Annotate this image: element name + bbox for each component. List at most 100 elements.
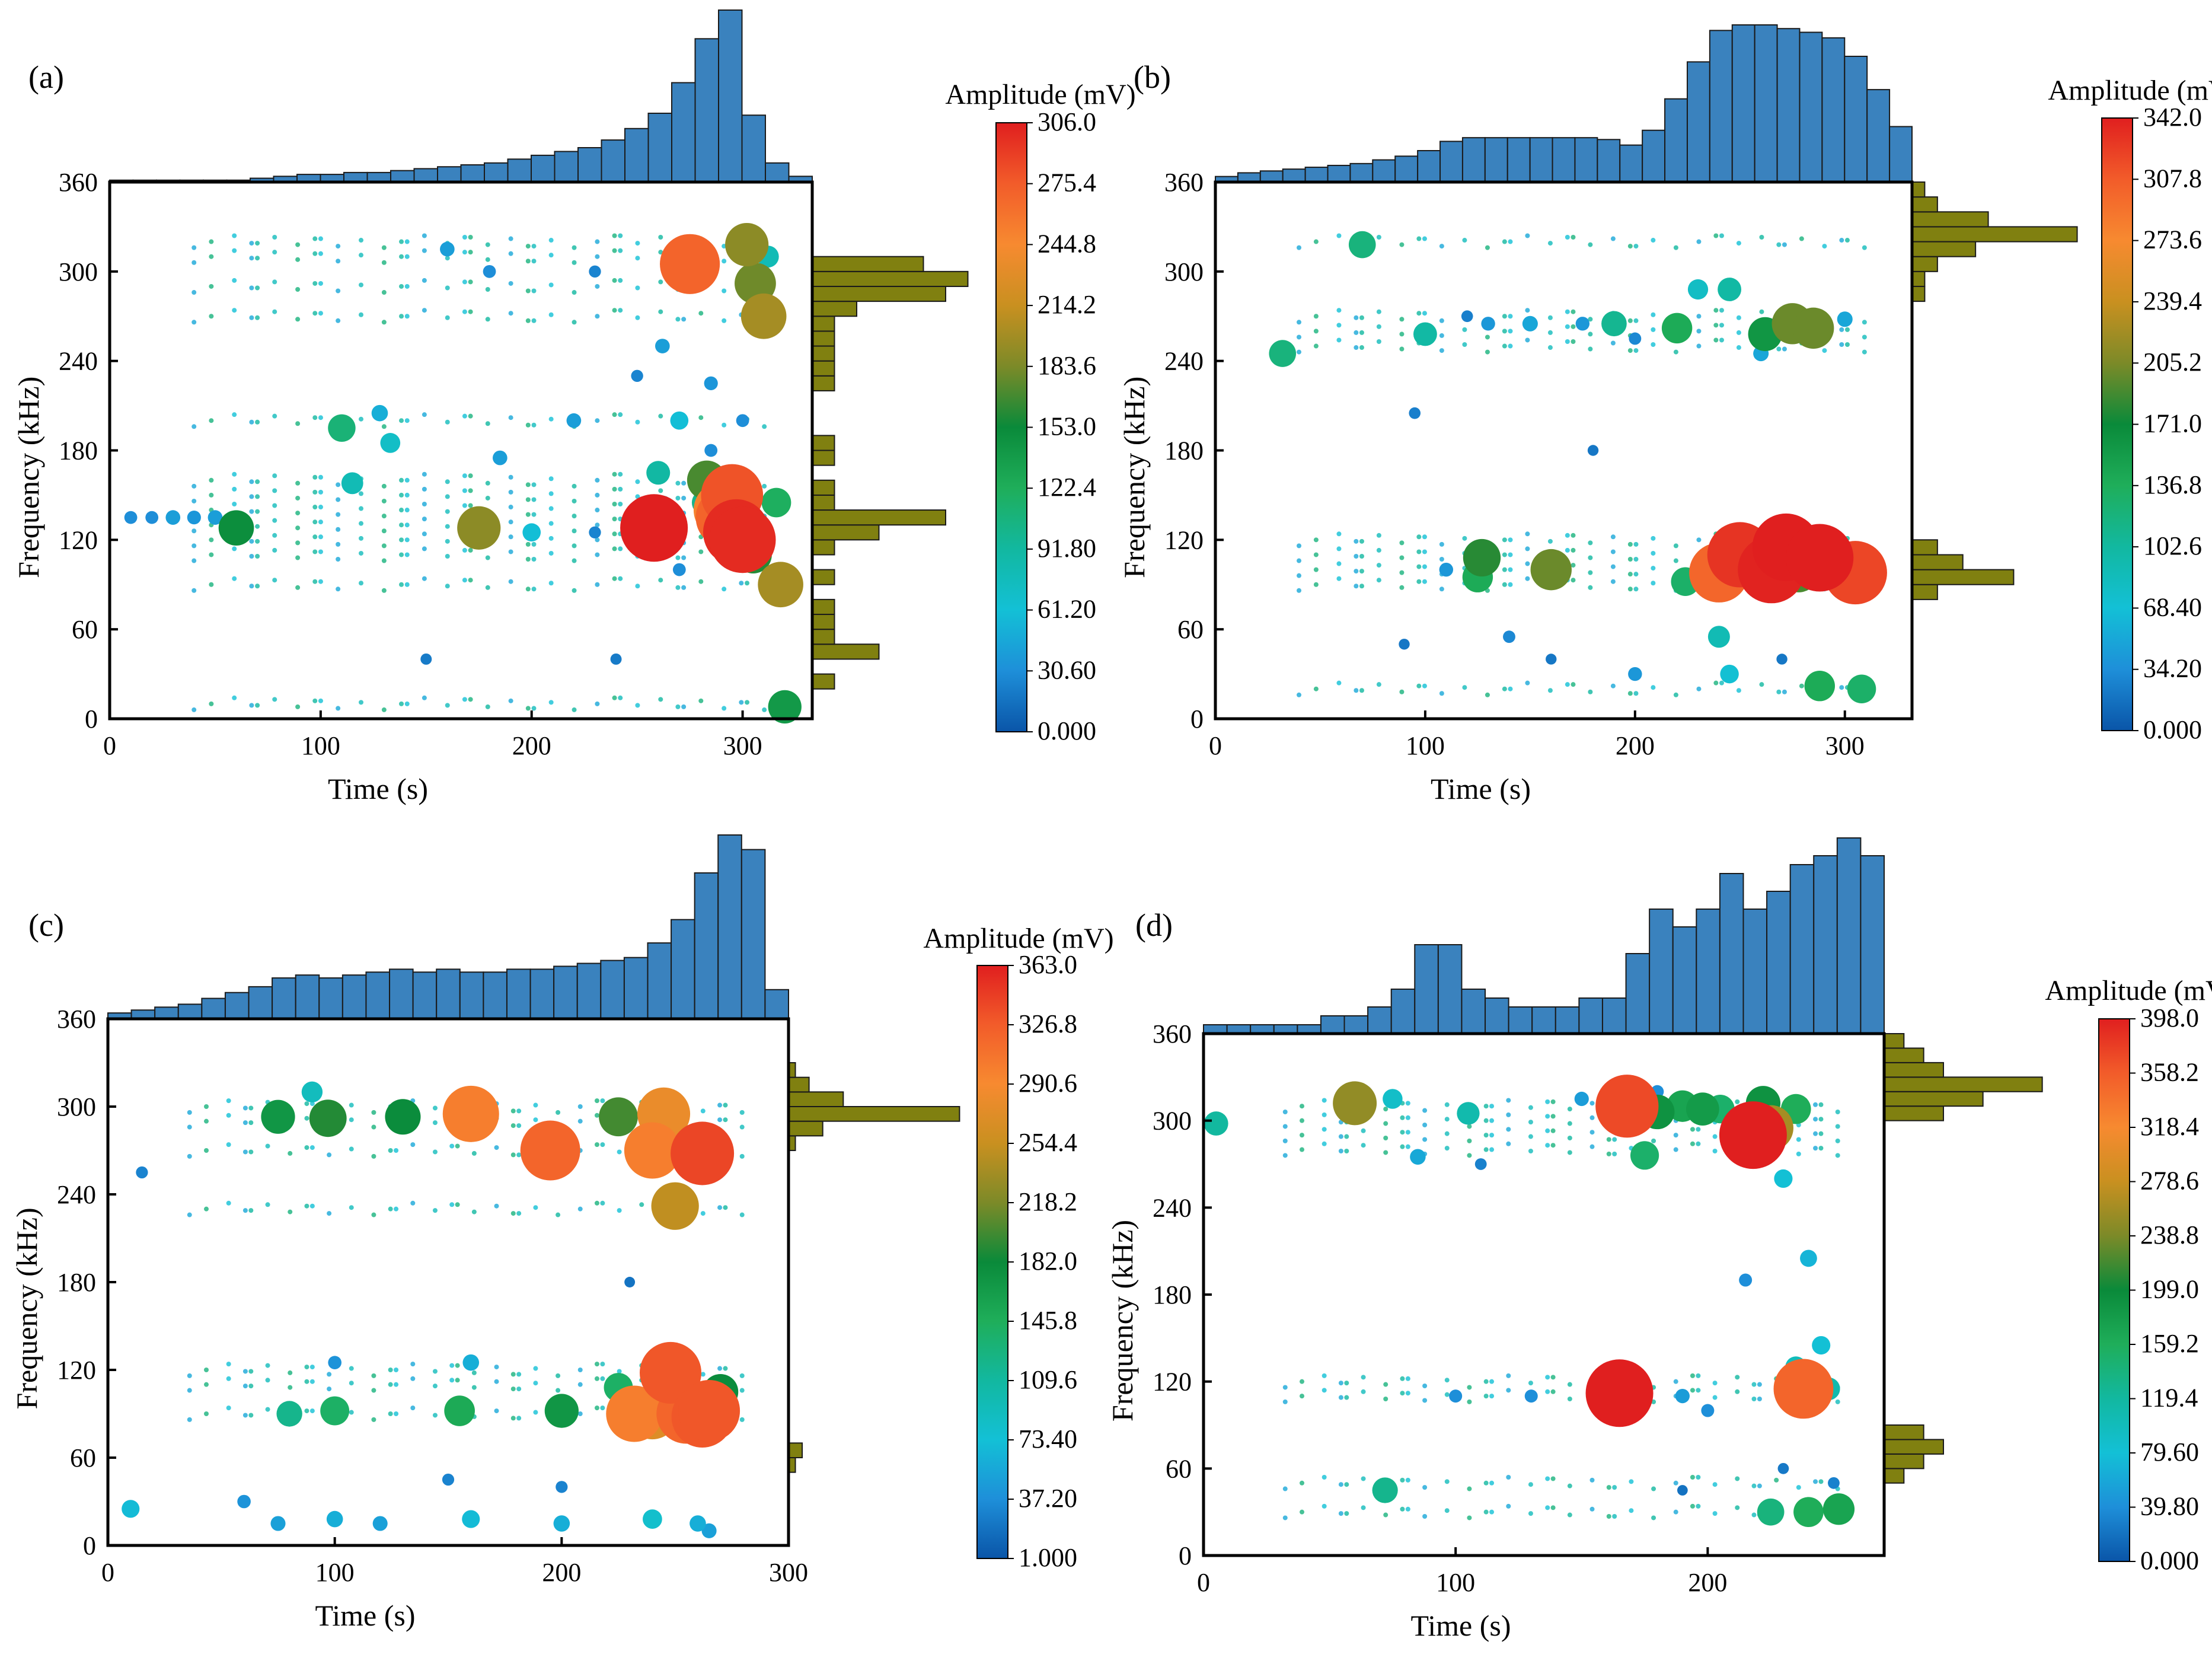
histogram-top-bar — [1731, 24, 1755, 183]
minor-hit-point — [525, 497, 531, 502]
minor-hit-point — [1376, 547, 1381, 553]
minor-hit-point — [485, 555, 490, 560]
scatter-point — [371, 404, 388, 422]
histogram-top-bar — [1742, 909, 1768, 1034]
scatter-point — [309, 1099, 347, 1137]
colorbar-tick-label: 109.6 — [1019, 1365, 1077, 1394]
minor-hit-point — [1651, 581, 1656, 586]
histogram-top-bar — [531, 154, 556, 183]
minor-hit-point — [455, 1143, 460, 1149]
colorbar-tick-label: 91.80 — [1038, 534, 1096, 563]
minor-hit-point — [1550, 1375, 1556, 1380]
minor-hit-point — [1422, 683, 1427, 689]
minor-hit-point — [1354, 315, 1359, 320]
minor-hit-point — [1713, 680, 1719, 686]
scatter-point — [1720, 664, 1739, 684]
minor-hit-point — [717, 1102, 723, 1108]
minor-hit-point — [1712, 1149, 1718, 1153]
minor-hit-point — [1399, 540, 1405, 546]
minor-hit-point — [1651, 685, 1656, 690]
minor-hit-point — [349, 1102, 354, 1108]
minor-hit-point — [1818, 1479, 1824, 1484]
minor-hit-point — [516, 1416, 522, 1421]
minor-hit-point — [1502, 343, 1507, 349]
minor-hit-point — [295, 511, 301, 516]
minor-hit-point — [722, 318, 727, 323]
minor-hit-point — [1422, 1108, 1428, 1113]
minor-hit-point — [422, 695, 427, 700]
colorbar-gradient — [995, 122, 1027, 732]
minor-hit-point — [1589, 1115, 1595, 1120]
minor-hit-point — [1399, 555, 1405, 560]
minor-hit-point — [232, 502, 237, 506]
minor-hit-point — [232, 308, 237, 313]
minor-hit-point — [272, 578, 277, 583]
minor-hit-point — [595, 522, 600, 528]
minor-hit-point — [1565, 235, 1570, 240]
minor-hit-point — [422, 278, 427, 283]
minor-hit-point — [1606, 1137, 1611, 1142]
minor-hit-point — [1361, 1389, 1366, 1394]
minor-hit-point — [349, 1146, 354, 1152]
minor-hit-point — [1627, 557, 1633, 562]
minor-hit-point — [1467, 1385, 1472, 1390]
minor-hit-point — [1525, 561, 1530, 566]
minor-hit-point — [1506, 1388, 1511, 1393]
scatter-point — [326, 1510, 343, 1528]
minor-hit-point — [272, 279, 277, 285]
minor-hit-point — [191, 707, 197, 712]
minor-hit-point — [1282, 1399, 1288, 1404]
minor-hit-point — [1300, 1147, 1305, 1152]
minor-hit-point — [1383, 1382, 1389, 1387]
histogram-right-bar — [812, 643, 880, 660]
minor-hit-point — [1322, 1141, 1327, 1146]
minor-hit-point — [1502, 567, 1507, 572]
minor-hit-point — [318, 505, 323, 510]
minor-hit-point — [1571, 339, 1576, 344]
minor-hit-point — [485, 287, 490, 292]
minor-hit-point — [1550, 1143, 1556, 1148]
histogram-top-bar — [1320, 1015, 1345, 1034]
histogram-top-bar — [1709, 30, 1733, 183]
minor-hit-point — [1508, 314, 1513, 319]
y-axis-title: Frequency (kHz) — [1106, 1220, 1139, 1421]
scatter-point — [1439, 562, 1454, 577]
histogram-right-bar — [1884, 1105, 1944, 1121]
minor-hit-point — [318, 519, 323, 525]
minor-hit-point — [1627, 587, 1633, 592]
histogram-right-bar — [1911, 554, 1964, 570]
y-tick-label: 120 — [57, 1356, 96, 1385]
scatter-point — [1530, 549, 1572, 591]
minor-hit-point — [1627, 541, 1633, 547]
minor-hit-point — [1508, 582, 1513, 587]
minor-hit-point — [1400, 1115, 1405, 1120]
minor-hit-point — [1818, 1117, 1824, 1122]
minor-hit-point — [1835, 1153, 1840, 1158]
minor-hit-point — [445, 703, 450, 708]
histogram-top-bar — [1719, 873, 1744, 1034]
minor-hit-point — [404, 418, 410, 423]
scatter-point — [624, 1277, 636, 1287]
minor-hit-point — [209, 239, 214, 244]
minor-hit-point — [1550, 1099, 1556, 1104]
minor-hit-point — [1818, 1146, 1824, 1151]
histogram-top-bar — [1649, 909, 1674, 1034]
histogram-top-bar — [1821, 37, 1846, 183]
minor-hit-point — [191, 498, 197, 503]
minor-hit-point — [1489, 1480, 1495, 1486]
histogram-right-bar — [812, 524, 880, 541]
minor-hit-point — [516, 1386, 522, 1392]
minor-hit-point — [723, 1117, 728, 1123]
minor-hit-point — [318, 579, 323, 584]
minor-hit-point — [318, 236, 323, 241]
minor-hit-point — [309, 1203, 315, 1209]
minor-hit-point — [516, 1123, 522, 1129]
minor-hit-point — [1844, 342, 1850, 348]
scatter-point — [1630, 1141, 1659, 1170]
minor-hit-point — [1612, 1485, 1617, 1490]
minor-hit-point — [1405, 1506, 1410, 1512]
minor-hit-point — [516, 1108, 522, 1114]
scatter-point — [320, 1396, 350, 1426]
scatter-point — [520, 1120, 580, 1181]
minor-hit-point — [1690, 1141, 1695, 1146]
